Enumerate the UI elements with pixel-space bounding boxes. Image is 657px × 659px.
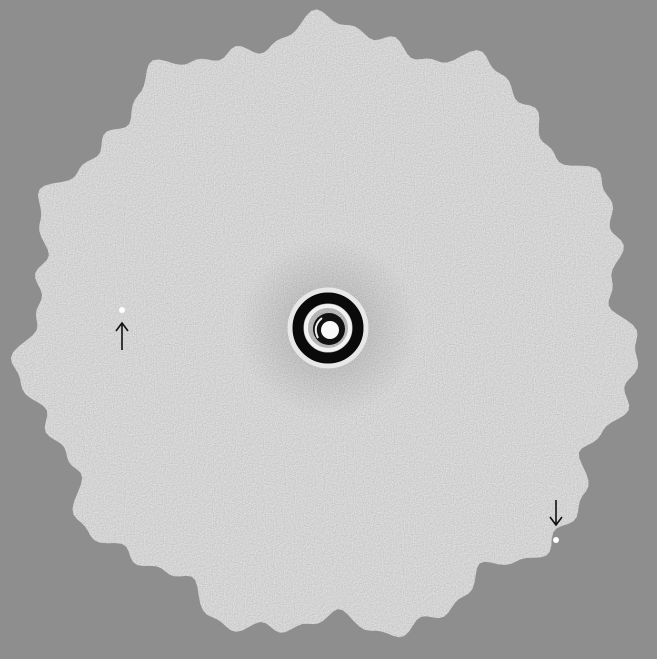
page: (() => { const ns = 'http://www.w3.org/2…: [0, 0, 657, 659]
central-star: [290, 290, 366, 366]
core: [321, 321, 339, 339]
companion-source: [119, 307, 125, 313]
image: [0, 0, 657, 659]
companion-source: [553, 537, 559, 543]
